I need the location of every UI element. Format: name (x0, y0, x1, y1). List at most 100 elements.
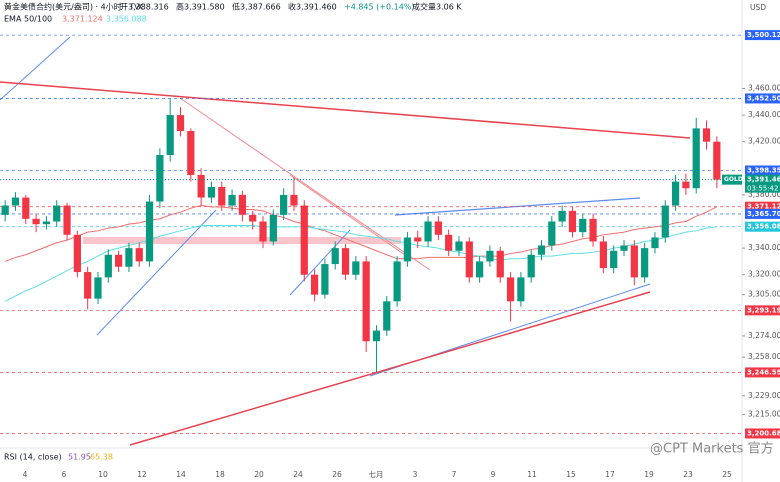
level-box (745, 221, 780, 232)
candle-body (22, 197, 30, 219)
candle-body (713, 141, 721, 180)
candle-body (620, 245, 628, 251)
y-tick-label: 3,460.000 (748, 83, 780, 92)
candle-body (53, 205, 61, 222)
candle-body (218, 186, 226, 206)
watermark: @CPT Markets 官方 (650, 441, 774, 457)
level-box (745, 93, 780, 104)
x-tick-label: 15 (566, 470, 576, 479)
candle-body (671, 181, 680, 206)
candle-body (84, 272, 92, 299)
x-tick-label: 25 (722, 470, 732, 479)
candle-body (42, 221, 51, 225)
x-tick-label: 11 (527, 470, 537, 479)
volume: 成交量3.06 K (412, 2, 462, 12)
candle-body (496, 250, 504, 278)
candle-body (238, 194, 246, 215)
x-tick-label: 七月 (369, 470, 384, 479)
level-box (745, 208, 780, 219)
y-tick-label: 3,305.000 (748, 290, 780, 299)
candle-body (506, 277, 515, 302)
x-tick-label: 19 (644, 470, 654, 479)
candle-body (393, 261, 401, 302)
x-tick-label: 26 (332, 470, 342, 479)
high: 高3,391.580 (176, 2, 225, 12)
level-label: 3,365.700 (747, 210, 780, 218)
candle-body (166, 115, 174, 155)
level-box (745, 367, 780, 378)
candle-body (661, 205, 669, 238)
zone (83, 237, 401, 244)
ema-title: EMA 50/100 (4, 15, 52, 24)
ema-value: 3,371.124 (62, 15, 103, 24)
level-label: 3,452.500 (747, 94, 780, 102)
candle-body (249, 214, 257, 222)
level-label: 3,200.680 (747, 429, 780, 437)
candle-body (135, 248, 143, 262)
x-tick-label: 3 (413, 470, 418, 479)
candle-body (352, 261, 360, 275)
y-tick-label: 3,440.000 (748, 110, 780, 119)
candle-body (32, 218, 40, 225)
candle-body (73, 234, 81, 273)
candle-body (197, 174, 205, 198)
candle-body (341, 248, 350, 275)
symbol: 黄金美债合约(美元/盎司) · 4小时 · TVC (4, 2, 146, 12)
candle-body (115, 254, 123, 267)
candle-body (589, 218, 597, 242)
level-label: 3,293.198 (747, 306, 780, 314)
y-tick-label: 3,380.000 (748, 190, 780, 199)
candle-body (1, 205, 9, 215)
ema-line (4, 205, 718, 262)
x-tick-label: 6 (62, 470, 67, 479)
trend-line (129, 291, 651, 446)
symbol-label: GOLD (724, 176, 743, 183)
candle-body (145, 201, 154, 262)
candle-body (228, 194, 236, 206)
level-box (745, 305, 780, 316)
candle-body (176, 115, 185, 132)
trend-line (289, 229, 351, 296)
trend-line (96, 209, 217, 336)
candle-body (310, 274, 319, 295)
level-box (745, 428, 780, 439)
trend-line (289, 174, 406, 256)
candle-body (269, 214, 277, 242)
y-tick-label: 3,215.000 (748, 409, 780, 418)
level-box (745, 201, 780, 212)
trend-line (0, 36, 71, 101)
level-label: 3,246.550 (747, 368, 780, 376)
currency: USD (750, 3, 766, 12)
candle-body (94, 277, 102, 299)
candle-body (527, 254, 535, 278)
x-tick-label: 17 (605, 470, 615, 479)
rsi-value: 65.38 (90, 453, 113, 462)
y-tick-label: 3,274.000 (748, 331, 780, 340)
candle-body (362, 261, 370, 342)
candle-body (537, 245, 546, 255)
current-label: 3,391.460 (747, 176, 780, 184)
ema-value: 3,356.088 (106, 15, 147, 24)
candle-body (290, 194, 298, 206)
candle-body (599, 241, 607, 269)
low: 低3,387.666 (232, 2, 281, 12)
y-tick-label: 3,320.000 (748, 270, 780, 279)
candle-body (321, 264, 329, 295)
candle-body (104, 254, 112, 278)
candle-body (414, 237, 422, 242)
candle-body (568, 210, 577, 233)
x-tick-label: 20 (254, 470, 264, 479)
x-tick-label: 7 (452, 470, 457, 479)
candle-body (259, 221, 267, 242)
level-label: 3,356.088 (747, 223, 780, 231)
candle-body (372, 330, 381, 342)
rsi-value: 51.95 (68, 453, 91, 462)
open: 开3,388.316 (120, 3, 169, 12)
candle-body (486, 250, 494, 262)
candle-body (11, 197, 20, 206)
rsi-title: RSI (14, close) (4, 453, 62, 462)
candle-body (476, 261, 484, 278)
candle-body (692, 128, 700, 189)
candle-body (465, 241, 473, 278)
trend-line (0, 81, 691, 139)
